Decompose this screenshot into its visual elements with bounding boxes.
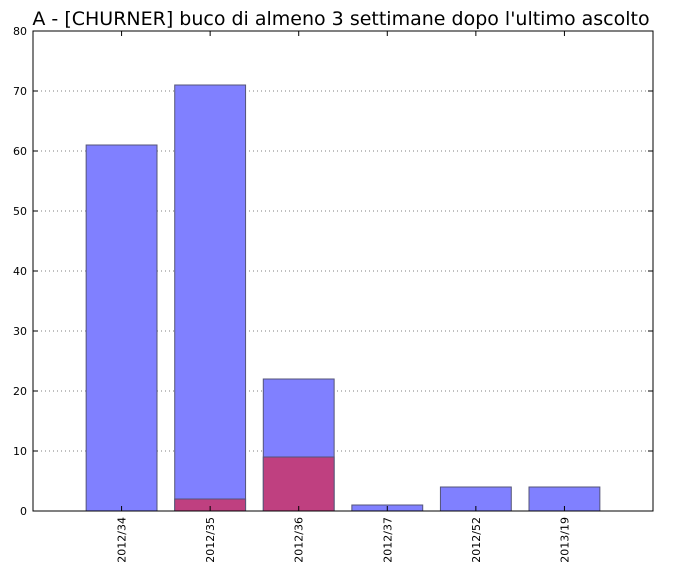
y-tick-label: 0 — [20, 505, 27, 518]
y-tick-label: 70 — [13, 85, 27, 98]
x-tick-label: 2012/34 — [116, 517, 129, 563]
bars — [85, 84, 601, 512]
y-tick-label: 80 — [13, 25, 27, 38]
x-tick-label: 2012/35 — [204, 517, 217, 563]
y-tick-label: 60 — [13, 145, 27, 158]
bar-series-1 — [174, 84, 247, 512]
grid-lines — [33, 90, 653, 452]
x-tick-label: 2012/52 — [470, 517, 483, 563]
x-tick-label: 2013/19 — [558, 517, 571, 563]
bar-series-1 — [85, 144, 158, 512]
y-tick-label: 30 — [13, 325, 27, 338]
x-tick-label: 2012/37 — [381, 517, 394, 563]
plot-frame — [32, 30, 654, 512]
y-tick-label: 10 — [13, 445, 27, 458]
x-axis: 2012/34 2012/35 2012/36 2012/37 2012/52 2013/… — [116, 31, 571, 563]
y-tick-label: 40 — [13, 265, 27, 278]
x-tick-label: 2012/36 — [293, 517, 306, 563]
y-tick-label: 50 — [13, 205, 27, 218]
chart-title: A - [CHURNER] buco di almeno 3 settimane… — [32, 8, 649, 30]
y-axis: 0 10 20 30 40 50 60 70 80 — [13, 25, 653, 518]
bar-series-2 — [262, 456, 335, 512]
y-tick-label: 20 — [13, 385, 27, 398]
